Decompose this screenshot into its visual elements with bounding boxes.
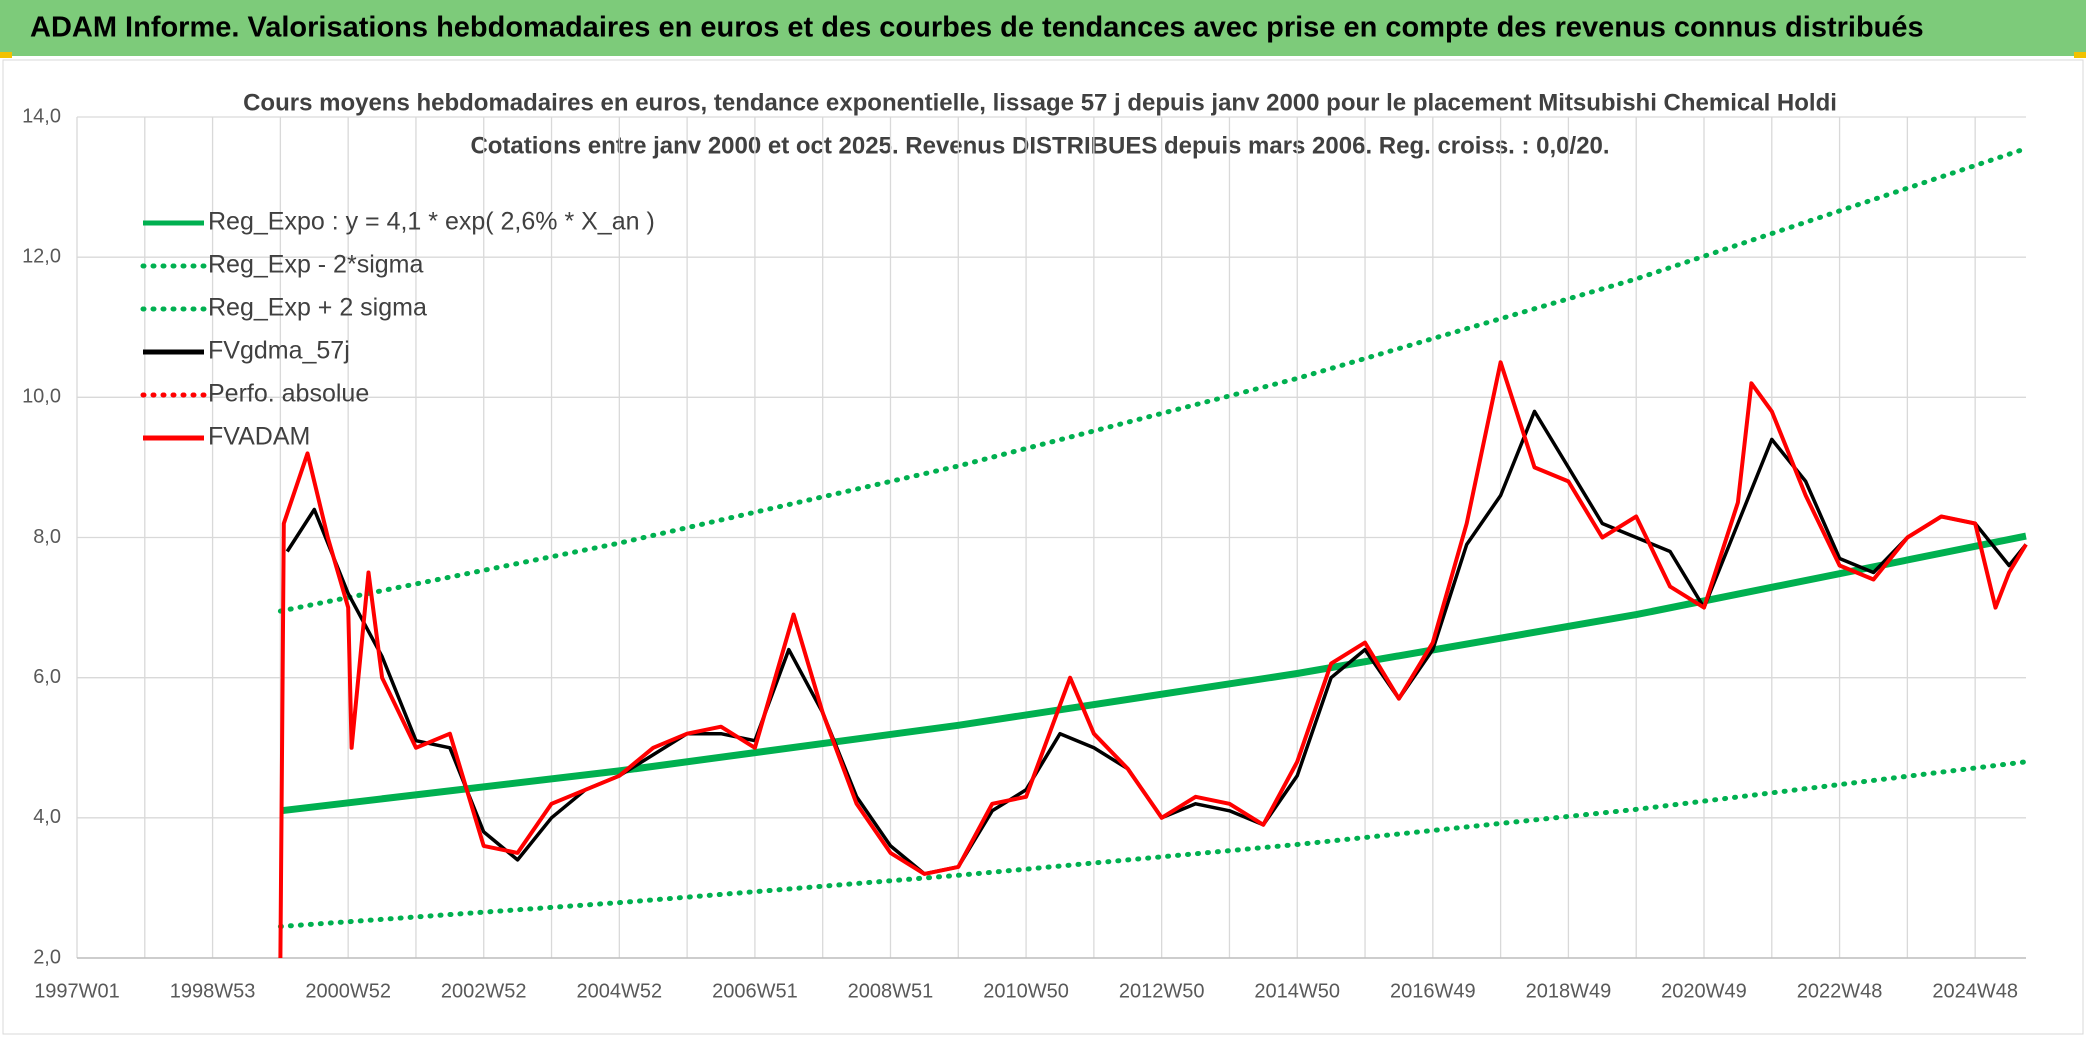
legend-label: Reg_Exp + 2 sigma [208, 294, 427, 322]
header-band [0, 0, 2086, 56]
y-tick-label: 6,0 [33, 666, 61, 688]
y-tick-label: 4,0 [33, 806, 61, 828]
x-tick-label: 2000W52 [305, 980, 391, 1002]
legend-label: FVgdma_57j [208, 337, 350, 365]
x-tick-label: 2014W50 [1254, 980, 1340, 1002]
series-line [279, 532, 2027, 815]
legend-label: FVADAM [208, 423, 310, 451]
series-line [277, 146, 2029, 614]
chart-subtitle: Cotations entre janv 2000 et oct 2025. R… [470, 132, 1609, 159]
y-tick-label: 12,0 [22, 245, 61, 267]
x-tick-label: 2020W49 [1661, 980, 1747, 1002]
series-line [277, 759, 2029, 929]
x-tick-label: 2010W50 [983, 980, 1069, 1002]
series-line [285, 409, 2028, 876]
y-tick-label: 2,0 [33, 946, 61, 968]
legend-label: Perfo. absolue [208, 380, 369, 408]
x-tick-label: 2002W52 [441, 980, 527, 1002]
y-tick-label: 14,0 [22, 105, 61, 127]
header-corner [0, 52, 12, 58]
x-tick-label: 2022W48 [1797, 980, 1883, 1002]
x-tick-label: 2006W51 [712, 980, 798, 1002]
chart-title: Cours moyens hebdomadaires en euros, ten… [243, 89, 1837, 116]
x-tick-label: 2018W49 [1526, 980, 1612, 1002]
y-tick-label: 10,0 [22, 386, 61, 408]
legend-label: Reg_Exp - 2*sigma [208, 251, 423, 279]
x-tick-label: 2004W52 [577, 980, 663, 1002]
legend-label: Reg_Expo : y = 4,1 * exp( 2,6% * X_an ) [208, 208, 655, 236]
chart-border [2, 59, 2084, 1035]
x-tick-label: 2012W50 [1119, 980, 1205, 1002]
x-tick-label: 2008W51 [848, 980, 934, 1002]
series-line [278, 360, 2028, 959]
y-tick-label: 8,0 [33, 526, 61, 548]
x-tick-label: 1998W53 [170, 980, 256, 1002]
x-tick-label: 2024W48 [1932, 980, 2018, 1002]
x-tick-label: 2016W49 [1390, 980, 1476, 1002]
header-title: ADAM Informe. Valorisations hebdomadaire… [30, 12, 1924, 44]
x-tick-label: 1997W01 [34, 980, 120, 1002]
header-corner [2074, 52, 2086, 58]
